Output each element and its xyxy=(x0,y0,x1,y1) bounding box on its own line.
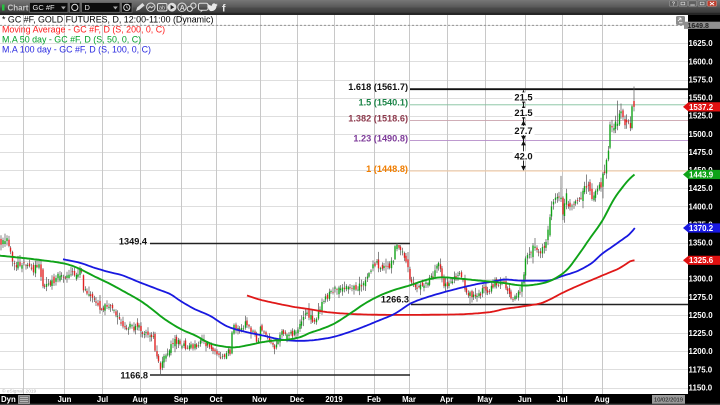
svg-text:1349.4: 1349.4 xyxy=(119,236,148,246)
svg-text:© eSignal, 2019: © eSignal, 2019 xyxy=(2,387,37,394)
svg-text:Jun: Jun xyxy=(58,395,72,404)
svg-text:Moving Average - GC #F, D (S,: Moving Average - GC #F, D (S, 200, 0, C) xyxy=(2,24,165,34)
svg-text:1266.3: 1266.3 xyxy=(381,295,409,305)
svg-text:1500.0: 1500.0 xyxy=(689,130,714,139)
svg-text:1225.0: 1225.0 xyxy=(689,329,714,338)
svg-text:Mar: Mar xyxy=(402,395,416,404)
svg-text:1625.0: 1625.0 xyxy=(689,39,714,48)
svg-text:1325.6: 1325.6 xyxy=(689,256,714,265)
svg-text:1425.0: 1425.0 xyxy=(689,184,714,193)
svg-text:1443.9: 1443.9 xyxy=(689,170,714,179)
svg-text:D: D xyxy=(85,3,91,12)
svg-text:27.7: 27.7 xyxy=(514,125,532,136)
svg-text:Jun: Jun xyxy=(518,395,532,404)
svg-text:1250.0: 1250.0 xyxy=(689,311,714,320)
svg-text:Jul: Jul xyxy=(97,395,108,404)
svg-text:1550.0: 1550.0 xyxy=(689,94,714,103)
svg-text:10/02/2019: 10/02/2019 xyxy=(654,397,683,403)
svg-text:1649.8: 1649.8 xyxy=(688,23,710,30)
svg-text:GC #F: GC #F xyxy=(33,3,56,12)
svg-text:* GC #F, GOLD FUTURES, D, 12:0: * GC #F, GOLD FUTURES, D, 12:00-11:00 (D… xyxy=(2,14,213,24)
svg-text:Sep: Sep xyxy=(174,395,189,404)
svg-text:Aug: Aug xyxy=(132,395,147,404)
svg-text:M.A 100 day - GC #F, D (S, 100: M.A 100 day - GC #F, D (S, 100, 0, C) xyxy=(2,45,151,55)
svg-text:1350.0: 1350.0 xyxy=(689,239,714,248)
svg-text:M.A 50 day - GC #F, D (S, 50,: M.A 50 day - GC #F, D (S, 50, 0, C) xyxy=(2,34,141,44)
svg-text:Aug: Aug xyxy=(594,395,609,404)
svg-text:1150.0: 1150.0 xyxy=(689,383,713,392)
svg-text:42.0: 42.0 xyxy=(514,150,532,161)
svg-text:Feb: Feb xyxy=(367,395,381,404)
svg-text:1537.2: 1537.2 xyxy=(689,103,714,112)
svg-text:ab: ab xyxy=(159,6,165,12)
svg-text:Chart: Chart xyxy=(8,4,29,13)
svg-text:A: A xyxy=(180,5,185,12)
svg-text:1475.0: 1475.0 xyxy=(689,148,714,157)
svg-text:Oct: Oct xyxy=(210,395,223,404)
svg-text:1400.0: 1400.0 xyxy=(689,202,714,211)
svg-text:1 (1448.8): 1 (1448.8) xyxy=(366,164,408,174)
svg-text:1525.0: 1525.0 xyxy=(689,112,714,121)
svg-text:1.618 (1561.7): 1.618 (1561.7) xyxy=(348,82,408,92)
svg-text:1370.2: 1370.2 xyxy=(689,224,714,233)
svg-text:1300.0: 1300.0 xyxy=(689,275,714,284)
svg-text:21.5: 21.5 xyxy=(514,91,532,102)
svg-text:1200.0: 1200.0 xyxy=(689,347,714,356)
svg-text:1600.0: 1600.0 xyxy=(689,57,714,66)
svg-text:Dec: Dec xyxy=(290,395,305,404)
svg-text:1166.8: 1166.8 xyxy=(120,370,148,380)
svg-text:1175.0: 1175.0 xyxy=(689,365,713,374)
svg-text:1.5 (1540.1): 1.5 (1540.1) xyxy=(358,98,408,108)
svg-text:?: ? xyxy=(672,2,676,8)
svg-text:1575.0: 1575.0 xyxy=(689,75,714,84)
svg-text:1.382 (1518.6): 1.382 (1518.6) xyxy=(348,113,408,123)
svg-text:1275.0: 1275.0 xyxy=(689,293,714,302)
svg-text:f: f xyxy=(222,3,226,15)
svg-text:21.5: 21.5 xyxy=(514,107,532,118)
svg-text:Apr: Apr xyxy=(440,395,453,404)
svg-text:Nov: Nov xyxy=(252,395,267,404)
svg-text:1.23 (1490.8): 1.23 (1490.8) xyxy=(353,133,408,143)
svg-text:2019: 2019 xyxy=(325,395,343,404)
svg-text:May: May xyxy=(477,395,493,404)
svg-text:Dyn: Dyn xyxy=(1,395,16,404)
svg-text:Jul: Jul xyxy=(556,395,567,404)
